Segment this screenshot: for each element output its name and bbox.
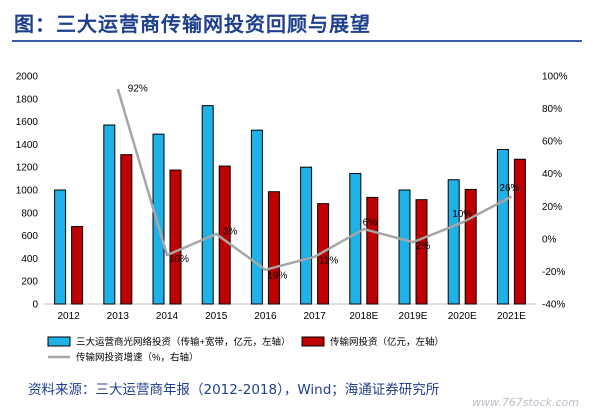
- x-tick-label: 2014: [156, 311, 179, 322]
- growth-data-label: 11%: [319, 255, 338, 266]
- y-left-tick-label: 0: [32, 300, 38, 311]
- growth-data-label: 26%: [499, 183, 519, 194]
- x-tick-label: 2015: [205, 311, 228, 322]
- x-tick-label: 2016: [254, 311, 277, 322]
- x-tick-label: 2019E: [399, 311, 428, 322]
- bar-transmission: [267, 191, 280, 305]
- bar-optical-network: [447, 179, 460, 305]
- bar-optical-network: [152, 133, 165, 305]
- bar-optical-network: [349, 172, 362, 305]
- growth-data-label: 10%: [169, 254, 189, 265]
- y-right-tick-label: 0%: [542, 234, 557, 245]
- x-tick-label: 2012: [57, 311, 80, 322]
- bar-transmission: [415, 199, 428, 305]
- y-right-tick-label: 20%: [542, 202, 562, 213]
- bar-transmission: [71, 225, 84, 305]
- bar-transmission: [366, 196, 379, 305]
- y-left-tick-label: 1600: [16, 117, 39, 128]
- page-title: 图：三大运营商传输网投资回顾与展望: [14, 12, 371, 36]
- legend-label-optical: 三大运营商光网络投资（传输+宽带，亿元，左轴）: [76, 336, 291, 348]
- x-tick-label: 2018E: [349, 311, 378, 322]
- y-left-tick-label: 200: [21, 277, 38, 288]
- growth-data-label: 92%: [128, 84, 148, 95]
- line-growth-rate: [116, 88, 512, 272]
- bar-optical-network: [300, 166, 313, 305]
- y-right-tick-label: 100%: [542, 72, 568, 83]
- title-divider: [12, 40, 582, 42]
- x-tick-label: 2020E: [448, 311, 477, 322]
- y-left-tick-label: 2000: [16, 72, 39, 83]
- y-left-tick-label: 1000: [16, 186, 39, 197]
- y-left-tick-label: 800: [21, 208, 38, 219]
- y-left-tick-label: 400: [21, 254, 38, 265]
- y-right-tick-label: 40%: [542, 169, 562, 180]
- growth-data-label: 3%: [223, 227, 238, 238]
- bar-optical-network: [496, 149, 509, 305]
- watermark: www.767stock.com: [472, 396, 579, 409]
- source-note: 资料来源：三大运营商年报（2012-2018），Wind；海通证券研究所: [28, 382, 440, 398]
- legend-label-transmission: 传输网投资（亿元，左轴）: [330, 336, 444, 348]
- x-tick-label: 2017: [303, 311, 326, 322]
- y-right-tick-label: -20%: [542, 267, 565, 278]
- growth-data-label: 6%: [363, 218, 378, 229]
- legend-swatch-transmission: [301, 336, 325, 347]
- bar-optical-network: [201, 105, 214, 305]
- growth-data-label: 2%: [416, 241, 431, 252]
- bar-transmission: [464, 188, 477, 305]
- bar-optical-network: [103, 124, 116, 305]
- legend-swatch-optical: [47, 336, 71, 347]
- y-left-tick-label: 600: [21, 231, 38, 242]
- bar-transmission: [120, 154, 133, 305]
- x-tick-label: 2013: [107, 311, 130, 322]
- y-left-tick-label: 1800: [16, 94, 39, 105]
- y-right-tick-label: 60%: [542, 137, 562, 148]
- x-tick-label: 2021E: [497, 311, 526, 322]
- y-left-tick-label: 1200: [16, 163, 39, 174]
- growth-data-label: 19%: [267, 270, 287, 281]
- bar-optical-network: [54, 189, 67, 305]
- growth-data-label: 10%: [452, 209, 472, 220]
- bar-transmission: [169, 169, 182, 305]
- y-right-tick-label: -40%: [542, 300, 565, 311]
- bar-optical-network: [250, 129, 263, 305]
- y-left-tick-label: 1400: [16, 140, 39, 151]
- bar-optical-network: [398, 189, 411, 305]
- legend-label-growth: 传输网投资增速（%，右轴）: [76, 352, 198, 364]
- bar-transmission: [513, 158, 526, 305]
- y-right-tick-label: 80%: [542, 104, 562, 115]
